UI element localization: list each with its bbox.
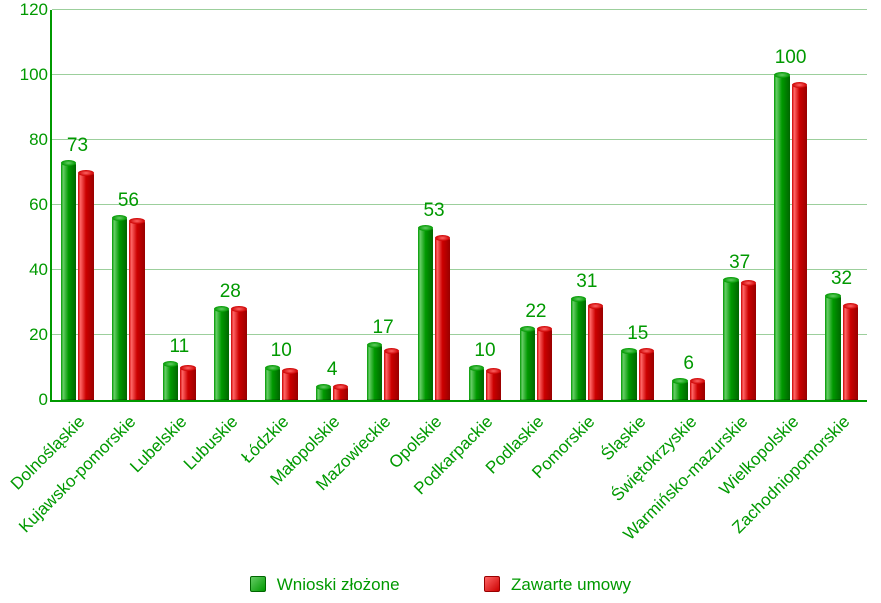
bar-wnioski	[723, 280, 738, 400]
bar-umowy	[741, 283, 756, 400]
y-tick-label: 60	[8, 195, 48, 215]
bar-group: 15	[612, 10, 663, 400]
bar-wnioski	[418, 228, 433, 400]
bar-value-label: 22	[510, 301, 561, 323]
plot-area: 7356112810417531022311563710032	[50, 10, 867, 402]
bar-group: 32	[816, 10, 867, 400]
bar-wnioski	[316, 387, 331, 400]
bar-wnioski	[214, 309, 229, 400]
bar-wnioski	[825, 296, 840, 400]
bar-group: 53	[409, 10, 460, 400]
bar-group: 10	[256, 10, 307, 400]
bar-value-label: 56	[103, 190, 154, 212]
bar-value-label: 10	[460, 340, 511, 362]
bar-umowy	[333, 387, 348, 400]
bar-group: 56	[103, 10, 154, 400]
bar-umowy	[231, 309, 246, 400]
y-tick-label: 100	[8, 65, 48, 85]
bar-umowy	[129, 221, 144, 400]
bar-umowy	[282, 371, 297, 400]
bar-group: 100	[765, 10, 816, 400]
bar-wnioski	[61, 163, 76, 400]
bar-group: 37	[714, 10, 765, 400]
bar-umowy	[384, 351, 399, 400]
legend: Wnioski złożone Zawarte umowy	[0, 575, 881, 595]
bar-value-label: 10	[256, 340, 307, 362]
bar-group: 6	[663, 10, 714, 400]
bar-group: 11	[154, 10, 205, 400]
bar-group: 28	[205, 10, 256, 400]
bar-value-label: 6	[663, 353, 714, 375]
legend-label: Zawarte umowy	[511, 575, 631, 594]
bar-wnioski	[469, 368, 484, 401]
bar-value-label: 17	[358, 317, 409, 339]
bar-value-label: 4	[307, 359, 358, 381]
legend-swatch-green	[250, 576, 266, 592]
bar-value-label: 37	[714, 252, 765, 274]
y-tick-label: 80	[8, 130, 48, 150]
bar-wnioski	[621, 351, 636, 400]
bar-group: 4	[307, 10, 358, 400]
bar-wnioski	[112, 218, 127, 400]
bar-wnioski	[520, 329, 535, 401]
bar-group: 17	[358, 10, 409, 400]
bar-group: 22	[510, 10, 561, 400]
legend-item-wnioski: Wnioski złożone	[250, 575, 400, 595]
bar-group: 31	[561, 10, 612, 400]
bar-value-label: 31	[561, 271, 612, 293]
bar-umowy	[588, 306, 603, 400]
bar-wnioski	[163, 364, 178, 400]
bar-umowy	[486, 371, 501, 400]
y-tick-label: 0	[8, 390, 48, 410]
bar-wnioski	[265, 368, 280, 401]
bar-wnioski	[672, 381, 687, 401]
bar-value-label: 28	[205, 281, 256, 303]
bar-wnioski	[774, 75, 789, 400]
y-tick-label: 40	[8, 260, 48, 280]
y-tick-label: 20	[8, 325, 48, 345]
y-tick-label: 120	[8, 0, 48, 20]
bar-umowy	[843, 306, 858, 400]
bar-value-label: 53	[409, 200, 460, 222]
bar-value-label: 73	[52, 135, 103, 157]
bar-umowy	[180, 368, 195, 401]
bar-wnioski	[571, 299, 586, 400]
bar-umowy	[435, 238, 450, 401]
bar-value-label: 32	[816, 268, 867, 290]
bar-wnioski	[367, 345, 382, 400]
bar-umowy	[78, 173, 93, 401]
bar-value-label: 15	[612, 323, 663, 345]
legend-item-umowy: Zawarte umowy	[484, 575, 631, 595]
bar-chart: 7356112810417531022311563710032 02040608…	[0, 0, 881, 603]
bar-value-label: 11	[154, 336, 205, 358]
legend-label: Wnioski złożone	[277, 575, 400, 594]
bar-umowy	[537, 329, 552, 401]
bar-group: 73	[52, 10, 103, 400]
bar-value-label: 100	[765, 47, 816, 69]
bar-group: 10	[460, 10, 511, 400]
bar-umowy	[690, 381, 705, 401]
bar-umowy	[639, 351, 654, 400]
legend-swatch-red	[484, 576, 500, 592]
bar-umowy	[792, 85, 807, 400]
